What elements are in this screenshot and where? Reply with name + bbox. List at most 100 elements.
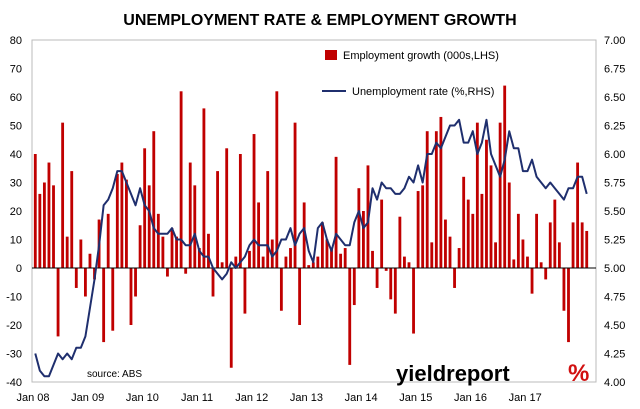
left-axis-tick-label: 10 [10, 235, 22, 247]
employment-growth-bar [266, 171, 270, 268]
employment-growth-bar [197, 248, 201, 268]
x-axis-tick-label: Jan 14 [345, 392, 378, 404]
legend-label-unemployment-rate: Unemployment rate (%,RHS) [352, 86, 494, 98]
left-axis-tick-label: -30 [6, 349, 22, 361]
employment-growth-bar [175, 236, 178, 268]
employment-growth-bar [115, 173, 119, 268]
employment-growth-bar [79, 239, 83, 268]
employment-growth-bar [211, 268, 215, 297]
employment-growth-bar [403, 256, 406, 268]
employment-growth-bar [334, 156, 338, 268]
employment-growth-bar [330, 248, 333, 268]
employment-growth-bar [102, 268, 106, 343]
employment-growth-bar [516, 213, 520, 268]
employment-growth-bar [56, 268, 60, 337]
brand-percent-symbol: % [568, 360, 589, 387]
right-axis-tick-label: 5.75 [604, 178, 625, 190]
plot-frame [31, 39, 597, 383]
employment-growth-bar [275, 91, 279, 268]
employment-growth-bar [348, 268, 352, 365]
employment-growth-bar [257, 202, 261, 268]
employment-growth-bar [462, 176, 466, 268]
left-axis-tick-label: -10 [6, 292, 22, 304]
employment-growth-bar [371, 250, 374, 268]
employment-growth-bar [38, 193, 42, 268]
employment-growth-bar [42, 182, 46, 268]
employment-growth-bar [179, 91, 183, 268]
right-axis-tick-label: 5.25 [604, 235, 625, 247]
employment-growth-bar [125, 179, 128, 268]
employment-growth-bar [539, 262, 543, 268]
employment-growth-bar [74, 268, 78, 288]
employment-growth-bar [416, 191, 420, 268]
x-axis-tick-label: Jan 17 [509, 392, 542, 404]
right-axis-tick-label: 5.00 [604, 263, 625, 275]
chart-title: UNEMPLOYMENT RATE & EMPLOYMENT GROWTH [123, 12, 517, 29]
employment-growth-bars [33, 85, 589, 368]
employment-growth-bar [580, 222, 584, 268]
employment-growth-bar [106, 213, 110, 268]
employment-growth-bar [193, 185, 197, 268]
employment-growth-bar [489, 165, 493, 268]
employment-growth-bar [270, 239, 274, 268]
source-note: source: ABS [87, 369, 142, 380]
employment-growth-bar [156, 213, 160, 268]
employment-growth-bar [407, 262, 411, 268]
employment-growth-bar [393, 268, 397, 314]
right-axis-tick-label: 5.50 [604, 206, 625, 218]
left-axis-tick-label: 0 [16, 263, 22, 275]
employment-growth-bar [307, 265, 311, 268]
employment-growth-bar [143, 148, 147, 268]
employment-growth-bar [562, 268, 566, 311]
employment-growth-bar [421, 185, 425, 268]
employment-growth-bar [375, 268, 379, 288]
employment-growth-bar [457, 248, 461, 268]
employment-growth-bar [557, 242, 561, 268]
left-axis-tick-label: 60 [10, 92, 22, 104]
employment-growth-bar [521, 239, 525, 268]
employment-growth-bar [238, 154, 242, 268]
brand-logo: yieldreport % [396, 360, 589, 387]
right-axis-tick-label: 4.25 [604, 349, 625, 361]
employment-growth-bar [380, 199, 384, 268]
x-axis-tick-label: Jan 15 [399, 392, 432, 404]
employment-growth-bar [485, 139, 488, 268]
employment-growth-bar [293, 122, 297, 269]
employment-growth-bar [166, 268, 169, 277]
employment-growth-bar [279, 268, 283, 311]
x-axis-tick-labels: Jan 08 Jan 09 Jan 10 Jan 11 Jan 12 Jan 13 Jan … [16, 392, 541, 404]
employment-growth-bar [184, 268, 188, 274]
employment-growth-bar [161, 236, 165, 268]
employment-growth-bar [585, 230, 589, 268]
employment-growth-bar [439, 116, 443, 268]
employment-growth-bar [576, 162, 580, 268]
employment-growth-bar [138, 225, 142, 268]
employment-growth-bar [362, 211, 365, 268]
employment-growth-bar [389, 268, 393, 300]
employment-growth-bar [52, 185, 55, 268]
right-axis-tick-label: 6.75 [604, 64, 625, 76]
employment-growth-bar [284, 256, 288, 268]
employment-growth-bar [289, 248, 292, 268]
unemployment-rate-line [34, 118, 588, 378]
left-axis-tick-label: 50 [10, 121, 22, 133]
employment-growth-bar [152, 131, 156, 268]
employment-growth-bar [498, 122, 502, 269]
unemployment-rate-path [34, 118, 588, 378]
left-axis-tick-label: 30 [10, 178, 22, 190]
employment-growth-bar [302, 202, 306, 268]
employment-growth-bar [480, 193, 484, 268]
employment-growth-bar [352, 268, 356, 306]
right-axis-tick-label: 6.00 [604, 149, 625, 161]
legend-swatch-employment-growth [325, 50, 337, 60]
employment-growth-bar [548, 222, 552, 268]
legend: Employment growth (000s,LHS) Unemploymen… [322, 50, 499, 98]
employment-growth-bar [188, 162, 192, 268]
employment-growth-bar [512, 259, 516, 268]
employment-growth-bar [384, 268, 388, 271]
employment-growth-bar [567, 268, 570, 343]
right-axis-tick-label: 6.50 [604, 92, 625, 104]
employment-growth-bar [507, 182, 511, 268]
employment-growth-bar [70, 171, 74, 268]
